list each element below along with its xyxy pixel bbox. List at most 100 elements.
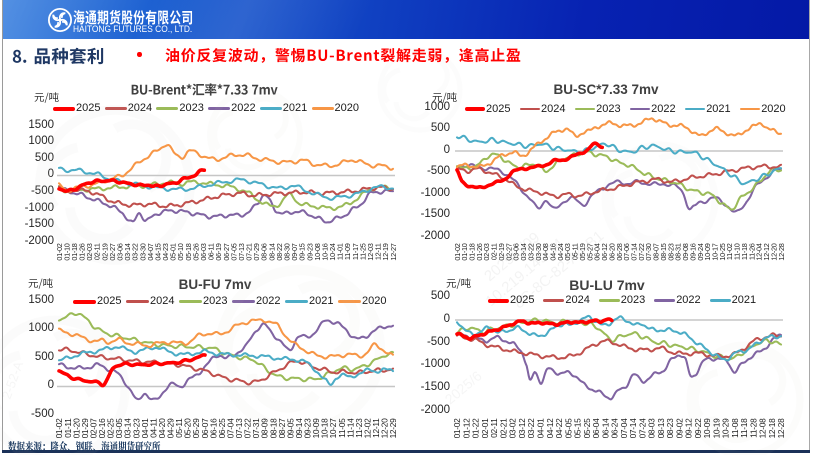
svg-text:09-14: 09-14 — [294, 418, 304, 439]
svg-text:10-18: 10-18 — [320, 418, 330, 439]
svg-text:02-07: 02-07 — [88, 418, 98, 439]
svg-text:02-19: 02-19 — [497, 243, 506, 260]
svg-text:08-18: 08-18 — [268, 418, 278, 439]
svg-text:06-25: 06-25 — [217, 418, 227, 439]
svg-text:05-10: 05-10 — [176, 243, 185, 260]
svg-text:01-26: 01-26 — [78, 243, 87, 260]
svg-text:08-06: 08-06 — [260, 243, 269, 260]
svg-text:02-27: 02-27 — [504, 243, 513, 260]
svg-text:03-30: 03-30 — [138, 243, 147, 260]
svg-text:10-09: 10-09 — [703, 243, 712, 260]
svg-text:04-16: 04-16 — [549, 243, 558, 260]
svg-text:04-20: 04-20 — [157, 418, 167, 439]
svg-text:08-23: 08-23 — [665, 418, 675, 439]
svg-text:05-11: 05-11 — [174, 418, 184, 438]
svg-text:11-05: 11-05 — [337, 418, 347, 438]
svg-text:03-06: 03-06 — [512, 243, 521, 260]
svg-text:02-11: 02-11 — [490, 243, 499, 260]
svg-text:09-23: 09-23 — [305, 243, 314, 260]
svg-text:03-06: 03-06 — [116, 243, 125, 260]
svg-text:08-27: 08-27 — [277, 418, 287, 439]
svg-text:11-25: 11-25 — [358, 243, 367, 260]
svg-text:09-02: 09-02 — [674, 418, 684, 439]
svg-text:06-24: 06-24 — [610, 418, 620, 439]
svg-text:03-14: 03-14 — [123, 418, 133, 439]
svg-text:06-16: 06-16 — [208, 418, 218, 439]
svg-text:07-14: 07-14 — [630, 243, 639, 260]
svg-text:02-16: 02-16 — [97, 418, 107, 439]
svg-text:06-11: 06-11 — [207, 243, 216, 260]
svg-text:02-21: 02-21 — [499, 418, 509, 439]
svg-text:01-11: 01-11 — [63, 418, 73, 438]
svg-text:12-08: 12-08 — [758, 418, 768, 439]
svg-text:12-11: 12-11 — [371, 418, 381, 438]
svg-text:08-15: 08-15 — [659, 243, 668, 260]
svg-text:08-09: 08-09 — [260, 418, 270, 439]
svg-text:11-18: 11-18 — [740, 243, 749, 260]
svg-text:12-20: 12-20 — [769, 243, 778, 260]
svg-text:07-06: 07-06 — [622, 243, 631, 260]
svg-text:06-28: 06-28 — [615, 243, 624, 260]
svg-text:05-19: 05-19 — [578, 243, 587, 260]
svg-text:10-19: 10-19 — [711, 418, 721, 439]
svg-text:10-09: 10-09 — [702, 418, 712, 439]
svg-text:12-28: 12-28 — [776, 418, 786, 439]
svg-text:04-12: 04-12 — [545, 418, 555, 439]
svg-text:09-07: 09-07 — [290, 243, 299, 260]
svg-text:07-21: 07-21 — [245, 243, 254, 260]
svg-text:08-31: 08-31 — [674, 243, 683, 260]
svg-text:01-02: 01-02 — [54, 418, 64, 439]
svg-text:03-22: 03-22 — [526, 243, 535, 260]
svg-text:05-03: 05-03 — [563, 243, 572, 260]
svg-text:07-14: 07-14 — [628, 418, 638, 439]
svg-text:06-27: 06-27 — [222, 243, 231, 260]
svg-text:07-13: 07-13 — [234, 418, 244, 439]
svg-text:09-05: 09-05 — [285, 418, 295, 439]
svg-text:08-03: 08-03 — [647, 418, 657, 439]
svg-text:03-23: 03-23 — [131, 418, 141, 439]
svg-text:11-10: 11-10 — [733, 243, 742, 260]
svg-text:06-04: 06-04 — [593, 243, 602, 260]
svg-text:07-31: 07-31 — [251, 418, 261, 439]
svg-text:12-18: 12-18 — [767, 418, 777, 439]
svg-text:02-11: 02-11 — [489, 418, 499, 438]
svg-text:03-14: 03-14 — [519, 243, 528, 260]
svg-text:01-02: 01-02 — [55, 243, 64, 260]
svg-text:09-08: 09-08 — [681, 243, 690, 260]
svg-text:03-14: 03-14 — [123, 243, 132, 260]
svg-text:07-04: 07-04 — [226, 418, 236, 439]
svg-text:12-20: 12-20 — [380, 418, 390, 439]
svg-text:07-04: 07-04 — [619, 418, 629, 439]
svg-text:11-09: 11-09 — [343, 243, 352, 260]
svg-text:04-01: 04-01 — [536, 418, 546, 439]
svg-text:05-01: 05-01 — [169, 243, 178, 260]
svg-text:02-27: 02-27 — [108, 243, 117, 260]
svg-text:03-12: 03-12 — [517, 418, 527, 439]
svg-text:04-23: 04-23 — [161, 243, 170, 260]
svg-text:09-22: 09-22 — [693, 418, 703, 439]
svg-text:08-13: 08-13 — [656, 418, 666, 439]
svg-text:08-30: 08-30 — [283, 243, 292, 260]
svg-text:01-26: 01-26 — [475, 243, 484, 260]
svg-text:2-52-A: 2-52-A — [0, 359, 26, 401]
svg-text:11-17: 11-17 — [351, 243, 360, 260]
svg-text:12-29: 12-29 — [388, 418, 398, 439]
svg-text:09-23: 09-23 — [303, 418, 313, 439]
svg-text:07-22: 07-22 — [637, 243, 646, 260]
svg-text:05-26: 05-26 — [191, 243, 200, 260]
svg-text:01-10: 01-10 — [62, 243, 71, 260]
svg-text:11-02: 11-02 — [725, 243, 734, 260]
svg-text:11-14: 11-14 — [345, 418, 355, 438]
svg-text:01-02: 01-02 — [452, 418, 462, 439]
svg-text:06-03: 06-03 — [199, 243, 208, 260]
svg-text:04-24: 04-24 — [556, 243, 565, 260]
svg-text:05-05: 05-05 — [563, 418, 573, 439]
svg-text:05-25: 05-25 — [582, 418, 592, 439]
svg-text:01-29: 01-29 — [80, 418, 90, 439]
svg-text:10-25: 10-25 — [718, 243, 727, 260]
svg-text:07-22: 07-22 — [243, 418, 253, 439]
svg-text:02-03: 02-03 — [482, 243, 491, 260]
svg-text:01-18: 01-18 — [468, 243, 477, 260]
svg-text:08-14: 08-14 — [267, 243, 276, 260]
svg-text:11-01: 11-01 — [336, 243, 345, 260]
